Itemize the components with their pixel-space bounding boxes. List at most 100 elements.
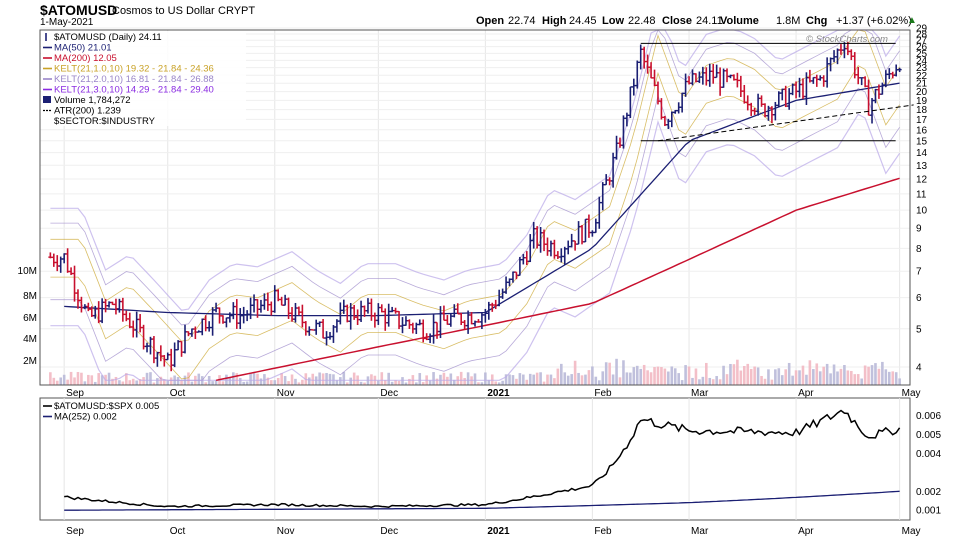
volume-bar	[601, 371, 605, 385]
volume-bar	[363, 382, 366, 385]
volume-bar	[732, 364, 736, 385]
price-tick-label: 7	[916, 267, 922, 278]
volume-bar	[705, 362, 708, 385]
volume-bar	[156, 378, 159, 385]
volume-bar	[729, 363, 732, 385]
volume-bar	[535, 372, 539, 385]
volume-bar	[190, 381, 194, 385]
ratio-tick-label: 0.004	[916, 449, 941, 460]
price-tick-label: 14	[916, 148, 928, 159]
volume-bar	[808, 360, 812, 385]
volume-bar	[128, 380, 132, 385]
volume-tick-label: 6M	[23, 313, 37, 324]
volume-bar	[556, 368, 560, 385]
legend-entry: KELT(21,3.0,10) 14.29 - 21.84 - 29.40	[54, 85, 214, 96]
volume-bar	[118, 380, 121, 385]
volume-bar	[463, 377, 466, 385]
volume-bar	[639, 368, 643, 385]
volume-bar	[280, 373, 283, 385]
volume-bar	[753, 366, 756, 385]
volume-bar	[580, 375, 584, 385]
volume-bar	[815, 363, 819, 385]
high-label: High	[542, 15, 567, 27]
volume-bar	[325, 372, 328, 385]
volume-bar	[404, 382, 408, 385]
volume-bar	[238, 377, 242, 385]
volume-bar	[656, 366, 660, 385]
volume-bar	[484, 372, 487, 385]
x-tick-label: Dec	[380, 526, 398, 537]
volume-bar	[622, 360, 625, 385]
volume-bar	[245, 381, 249, 385]
volume-bar	[487, 379, 491, 385]
close-value: 24.11	[696, 15, 723, 27]
volume-bar	[197, 373, 201, 385]
price-tick-label: 26	[916, 42, 928, 53]
volume-bar	[608, 362, 611, 385]
volume-bar	[114, 376, 118, 385]
ratio-tick-label: 0.002	[916, 487, 941, 498]
x-tick-label: Nov	[277, 526, 295, 537]
volume-bar	[263, 374, 266, 385]
volume-bar	[359, 381, 363, 385]
volume-bar	[877, 368, 881, 385]
volume-bar	[432, 372, 435, 385]
volume-bar	[307, 377, 311, 385]
volume-value: 1.8M	[776, 15, 801, 27]
volume-bar	[408, 378, 411, 385]
volume-bar	[749, 368, 753, 385]
volume-bar	[787, 362, 791, 385]
lower-grid	[63, 398, 901, 520]
chg-label: Chg	[806, 15, 828, 27]
legend-entry: $ATOMUSD (Daily) 24.11	[54, 32, 162, 43]
volume-bar	[653, 367, 656, 385]
volume-bar	[563, 372, 567, 385]
volume-bar	[266, 377, 270, 385]
price-tick-label: 10	[916, 206, 928, 217]
volume-bar	[839, 368, 843, 385]
volume-bar	[722, 365, 725, 385]
price-tick-label: 21	[916, 79, 928, 90]
volume-bar	[784, 369, 788, 385]
volume-bar	[211, 381, 214, 385]
volume-bar	[449, 373, 453, 385]
watermark: © StockCharts.com	[806, 34, 888, 45]
volume-bar	[597, 380, 601, 385]
x-tick-label: Apr	[798, 388, 814, 399]
x-tick-label: 2021	[487, 526, 510, 537]
volume-bar	[860, 378, 863, 385]
volume-bar	[822, 366, 825, 385]
volume-bar	[52, 377, 56, 385]
price-tick-label: 22	[916, 71, 928, 82]
volume-bar	[660, 367, 663, 385]
volume-bar	[83, 381, 87, 385]
volume-bar	[342, 371, 346, 385]
volume-bar	[283, 376, 287, 385]
price-tick-label: 20	[916, 87, 928, 98]
volume-bar	[235, 373, 239, 385]
volume-bar	[301, 379, 304, 385]
volume-bar	[701, 376, 705, 385]
lower-legend-entry: $ATOMUSD:$SPX 0.005	[54, 401, 159, 412]
volume-bar	[162, 379, 166, 385]
volume-bar	[698, 379, 701, 385]
volume-bar	[801, 365, 805, 385]
volume-bar	[780, 375, 784, 385]
x-tick-label: Dec	[380, 388, 398, 399]
volume-bar	[846, 370, 850, 385]
volume-bar	[504, 374, 508, 385]
volume-bar	[518, 373, 522, 385]
volume-bar	[711, 379, 715, 385]
volume-bar	[232, 372, 235, 385]
rising-trendline	[657, 104, 914, 142]
volume-bar	[625, 372, 629, 385]
price-tick-label: 12	[916, 174, 928, 185]
volume-bar	[777, 368, 781, 385]
volume-bar	[515, 378, 518, 385]
volume-bar	[739, 370, 743, 385]
volume-bar	[867, 366, 870, 385]
ratio-panel	[64, 409, 901, 511]
x-tick-label: Feb	[594, 388, 612, 399]
